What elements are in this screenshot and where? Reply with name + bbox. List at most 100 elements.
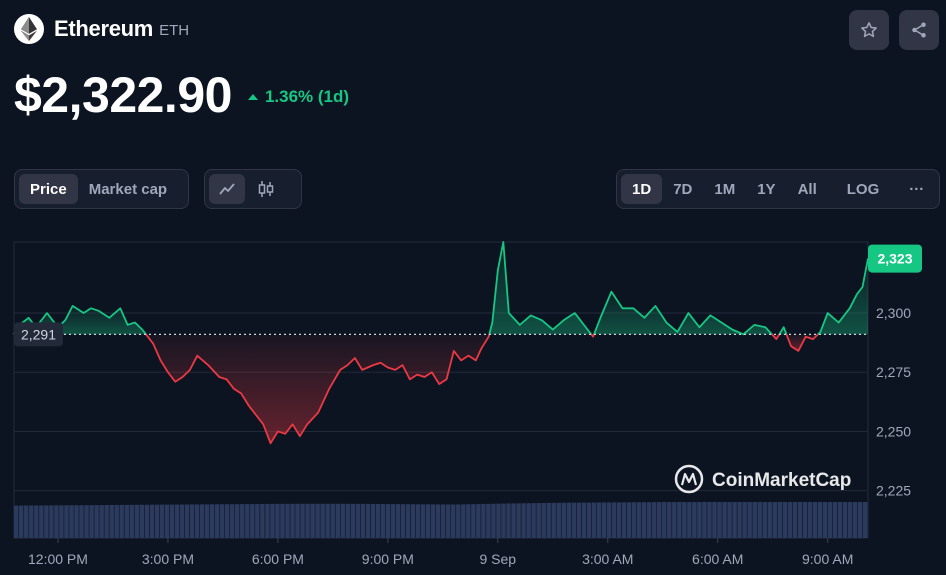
volume-bar (415, 504, 421, 538)
volume-bar (39, 505, 44, 538)
volume-bar (581, 502, 587, 538)
volume-bar (420, 504, 426, 538)
volume-bar (621, 502, 627, 538)
volume-bar (662, 502, 667, 538)
volume-bar (370, 503, 376, 538)
volume-bar (224, 504, 230, 538)
y-tick-label: 2,275 (876, 364, 911, 380)
volume-bar (812, 502, 818, 538)
price-change-badge: 1.36% (1d) (247, 87, 349, 107)
star-icon (861, 22, 877, 38)
volume-bar (531, 503, 536, 538)
volume-bar (194, 504, 200, 538)
volume-bar (134, 504, 139, 538)
log-scale-button[interactable]: LOG (846, 180, 880, 198)
volume-bar (144, 504, 150, 538)
time-range-selector: 1D 7D 1M 1Y All LOG ··· (616, 169, 940, 209)
volume-bar (285, 503, 290, 538)
volume-bar (747, 502, 752, 538)
volume-bar (441, 504, 446, 538)
volume-bar (139, 504, 145, 538)
price-chart[interactable]: 2,225 2,250 2,275 2,300 2,291 2,323 12:00 PM 3:… (0, 232, 946, 570)
volume-bar (169, 504, 175, 538)
volume-bar (737, 502, 742, 538)
price-line-up (817, 258, 869, 335)
x-tick-label: 12:00 PM (28, 551, 88, 567)
candlestick-icon (258, 181, 274, 197)
volume-bar (727, 502, 732, 538)
volume-bar (99, 505, 104, 538)
volume-bar (410, 504, 416, 538)
volume-bar (19, 505, 24, 538)
volume-bar (782, 502, 788, 538)
x-tick-label: 9 Sep (480, 551, 517, 567)
volume-bar (305, 503, 310, 538)
volume-bar (280, 503, 285, 538)
coin-header: Ethereum ETH (14, 14, 189, 44)
volume-bar (862, 502, 868, 538)
volume-bar (189, 504, 195, 538)
volume-bar (832, 502, 838, 538)
range-all[interactable]: All (797, 180, 817, 198)
y-tick-label: 2,225 (876, 483, 911, 499)
volume-bar (677, 502, 682, 538)
watchlist-star-button[interactable] (849, 10, 889, 50)
current-price: $2,322.90 (14, 67, 232, 123)
volume-bar (290, 503, 295, 538)
price-row: $2,322.90 1.36% (1d) (14, 66, 349, 124)
volume-bar (546, 502, 551, 538)
line-chart-button[interactable] (209, 174, 245, 204)
volume-bar (360, 503, 366, 538)
volume-bar (576, 502, 582, 538)
volume-bar (69, 505, 74, 538)
current-price-tag (868, 244, 922, 273)
volume-bar (94, 505, 99, 538)
volume-bar (295, 503, 300, 538)
volume-bar (852, 502, 858, 538)
volume-bar (591, 502, 597, 538)
volume-bar (119, 504, 124, 538)
range-7d[interactable]: 7D (673, 180, 693, 198)
volume-bar (516, 503, 521, 538)
price-line-down (771, 333, 781, 340)
current-price-label: 2,323 (877, 251, 912, 267)
volume-bar (777, 502, 782, 538)
volume-bar (667, 502, 672, 538)
price-chart-svg[interactable]: 2,225 2,250 2,275 2,300 2,291 2,323 12:00 PM 3:… (0, 232, 946, 570)
volume-bar (586, 502, 592, 538)
more-options-button[interactable]: ··· (909, 180, 925, 198)
range-1m[interactable]: 1M (714, 180, 736, 198)
volume-bar (350, 503, 355, 538)
price-line-down (145, 333, 491, 445)
volume-bar (646, 502, 652, 538)
tab-price[interactable]: Price (19, 174, 78, 204)
volume-bar (456, 504, 461, 538)
volume-bar (345, 503, 350, 538)
volume-bar (179, 504, 185, 538)
y-tick-label: 2,300 (876, 305, 911, 321)
candlestick-chart-button[interactable] (245, 174, 287, 204)
volume-bar (89, 505, 94, 538)
volume-bar (697, 502, 702, 538)
volume-bar (451, 504, 456, 538)
x-tick-label: 6:00 PM (252, 551, 304, 567)
volume-bar (209, 504, 215, 538)
tab-market-cap[interactable]: Market cap (88, 180, 168, 198)
share-button[interactable] (899, 10, 939, 50)
range-1y[interactable]: 1Y (757, 180, 776, 198)
volume-bar (496, 503, 501, 538)
volume-bar (255, 504, 260, 538)
price-line-up (593, 290, 773, 336)
volume-bar (325, 503, 330, 538)
volume-bar (84, 505, 89, 538)
volume-bar (486, 503, 491, 538)
area-above-baseline (489, 242, 592, 335)
volume-bar (129, 504, 134, 538)
volume-bar (320, 503, 325, 538)
volume-bar (435, 504, 441, 538)
volume-bar (772, 502, 777, 538)
range-1d[interactable]: 1D (621, 174, 663, 204)
volume-bar (717, 502, 722, 538)
volume-bar (340, 503, 345, 538)
volume-bar (837, 502, 843, 538)
